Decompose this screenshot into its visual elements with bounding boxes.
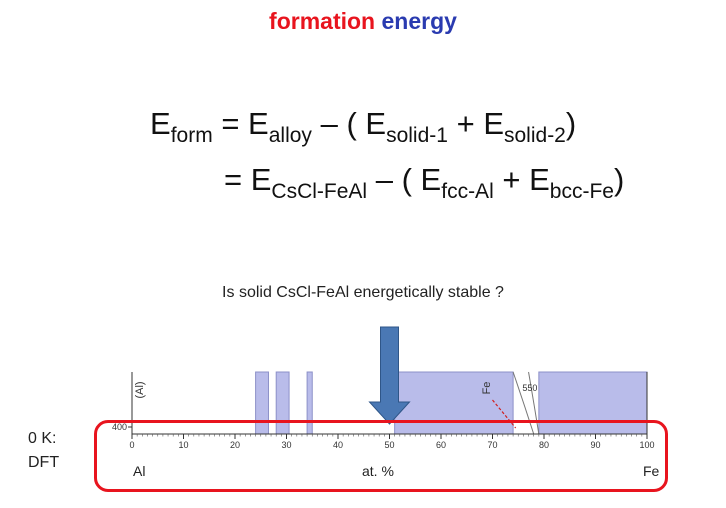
eq-sub-form: form [170, 124, 213, 147]
x-tick-label-80: 80 [539, 440, 549, 450]
equation-line-2: = ECsCl-FeAl – ( Efcc-Al + Ebcc-Fe) [224, 162, 625, 202]
phase-region-3 [394, 371, 514, 435]
eq-e-solid1: E [365, 106, 387, 141]
eq-e-fcc: E [420, 162, 442, 197]
phase-boundary-line-2 [528, 371, 540, 435]
title-word-formation: formation [269, 8, 376, 34]
label-dft: DFT [28, 454, 60, 471]
x-tick-label-10: 10 [178, 440, 188, 450]
annotation-550: 550 [522, 383, 537, 393]
title-word-energy: energy [381, 8, 457, 34]
x-tick-label-30: 30 [281, 440, 291, 450]
slide-title: formation energy [0, 8, 726, 35]
down-arrow [368, 326, 411, 425]
x-tick-label-50: 50 [384, 440, 394, 450]
phase-boundary-line [512, 371, 535, 435]
eq-close-paren-1: ) [565, 106, 577, 141]
eq-sub-alloy: alloy [268, 124, 312, 147]
red-annotation-line [492, 399, 517, 429]
eq-e-bcc: E [529, 162, 550, 197]
label-zero-kelvin: 0 K: [28, 430, 57, 447]
eq-minus-1: – [320, 106, 338, 141]
eq-minus-2: – [375, 162, 393, 197]
annotation-fe: Fe [481, 382, 493, 395]
x-tick-label-90: 90 [590, 440, 600, 450]
phase-region-4 [538, 371, 648, 435]
eq-sub-cscl: CsCl-FeAl [271, 180, 368, 203]
eq-sub-solid1: solid-1 [386, 124, 448, 147]
y-tick-label-400: 400 [112, 422, 127, 432]
eq-plus-1: + [456, 106, 475, 141]
axis-x-label: at. % [362, 463, 394, 479]
eq-equals-1: = [221, 106, 240, 141]
x-tick-label-0: 0 [129, 440, 134, 450]
x-tick-label-40: 40 [333, 440, 343, 450]
highlight-box [94, 420, 668, 492]
eq-sub-solid2: solid-2 [504, 124, 566, 147]
eq-sub-bcc: bcc-Fe [549, 180, 614, 203]
eq-e-solid2: E [483, 106, 504, 141]
eq-sub-fcc: fcc-Al [441, 180, 494, 203]
x-tick-label-100: 100 [639, 440, 654, 450]
eq-plus-2: + [502, 162, 521, 197]
axis-left-label: Al [133, 463, 146, 479]
eq-open-paren-1: ( [346, 106, 357, 141]
question-text: Is solid CsCl-FeAl energetically stable … [222, 284, 504, 301]
eq-e-alloy: E [248, 106, 269, 141]
eq-open-paren-2: ( [401, 162, 412, 197]
eq-equals-2: = [224, 162, 243, 197]
eq-e-form: E [150, 106, 171, 141]
equation-line-1: Eform = Ealloy – ( Esolid-1 + Esolid-2) [150, 106, 577, 146]
y-axis-label: (Al) [134, 381, 146, 398]
x-tick-label-70: 70 [487, 440, 497, 450]
eq-close-paren-2: ) [613, 162, 625, 197]
axis-right-label: Fe [643, 463, 660, 479]
x-tick-label-20: 20 [230, 440, 240, 450]
x-tick-label-60: 60 [436, 440, 446, 450]
eq-e-cscl: E [250, 162, 272, 197]
